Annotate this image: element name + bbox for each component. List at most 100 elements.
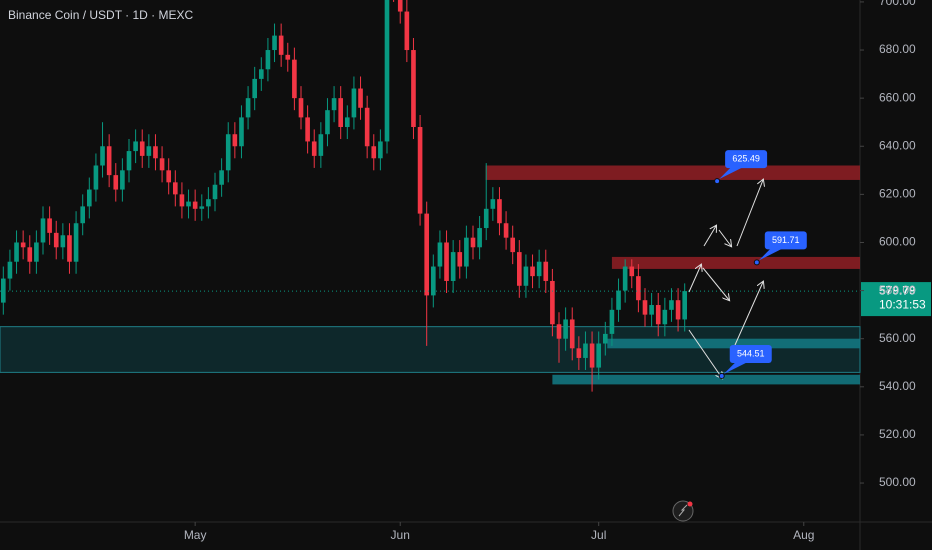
candle-body: [331, 98, 337, 111]
candle-body: [159, 158, 165, 171]
price-tag-value: 579.79: [879, 283, 916, 297]
candle-body: [583, 343, 588, 358]
candle-body: [179, 194, 185, 207]
candle-body: [477, 228, 482, 248]
candle-body: [34, 242, 39, 262]
candle-body: [232, 134, 238, 147]
candle-body: [172, 182, 178, 195]
callout-pointer: [719, 167, 744, 180]
candle-body: [602, 333, 608, 344]
candle-body: [371, 146, 377, 159]
candle-body: [556, 324, 562, 339]
candle-body: [14, 242, 19, 262]
arrow: [718, 229, 731, 246]
candle-body: [430, 266, 436, 296]
price-tag: [861, 282, 931, 317]
arrow: [688, 329, 722, 378]
candle-body: [523, 266, 529, 286]
y-tick-label: 620.00: [879, 187, 916, 201]
candle-body: [252, 78, 258, 99]
callout-label: 625.49: [732, 154, 760, 164]
candle-body: [470, 237, 476, 248]
candle-body: [351, 88, 357, 118]
y-tick-label: 660.00: [879, 90, 916, 104]
callout-label: 591.71: [772, 235, 800, 245]
candle-body: [27, 247, 33, 262]
candle-body: [7, 261, 13, 279]
candle-body: [272, 35, 277, 51]
candle-body: [47, 218, 52, 233]
candle-body: [550, 280, 555, 325]
candle-body: [662, 309, 668, 325]
candle-body: [655, 305, 661, 325]
candle-body: [483, 208, 489, 229]
y-tick-label: 600.00: [879, 235, 916, 249]
callout-pointer: [758, 248, 783, 261]
callout-pointer: [723, 361, 748, 374]
candle-body: [146, 146, 152, 156]
callout-dot: [714, 178, 721, 185]
candle-body: [100, 146, 105, 166]
arrow: [688, 265, 701, 293]
callout-box: [729, 344, 772, 363]
arrows: [688, 180, 763, 378]
candle-body: [358, 88, 363, 108]
candles: [0, 0, 688, 392]
candle-body: [596, 343, 602, 368]
chart-title: Binance Coin / USDT · 1D · MEXC: [8, 8, 194, 22]
candle-body: [450, 252, 456, 281]
candle-body: [67, 235, 72, 262]
candle-body: [338, 98, 344, 128]
zone: [0, 326, 861, 373]
candle-body: [629, 266, 635, 277]
x-tick-label: Aug: [793, 528, 814, 542]
candle-body: [404, 11, 410, 51]
candle-body: [589, 343, 595, 368]
candle-body: [192, 201, 198, 209]
y-tick-label: 680.00: [879, 42, 916, 56]
candle-body: [245, 98, 251, 118]
candle-body: [199, 206, 205, 209]
candle-body: [642, 300, 648, 315]
zone: [607, 338, 860, 349]
candle-body: [106, 146, 112, 176]
candle-body: [219, 170, 224, 185]
candle-body: [510, 237, 516, 253]
x-tick-label: Jun: [391, 528, 410, 542]
y-tick-label: 520.00: [879, 427, 916, 441]
zones: [0, 165, 861, 385]
callout-label: 544.51: [737, 348, 765, 358]
candle-body: [298, 98, 304, 118]
candle-body: [490, 199, 496, 209]
logo-bolt: [678, 504, 688, 517]
candle-body: [424, 213, 430, 296]
candle-body: [530, 266, 535, 277]
candle-body: [457, 252, 463, 267]
candle-body: [318, 134, 324, 156]
x-tick-label: May: [184, 528, 207, 542]
candle-body: [411, 50, 416, 128]
y-tick-label: 540.00: [879, 379, 916, 393]
candle-body: [292, 59, 297, 99]
zone: [485, 165, 860, 180]
candle-body: [444, 242, 449, 281]
y-tick-label: 500.00: [879, 475, 916, 489]
candle-body: [378, 141, 383, 159]
candle-body: [20, 242, 26, 248]
candle-body: [384, 0, 390, 142]
candle-body: [80, 206, 86, 224]
logo: [672, 500, 694, 522]
y-tick-label: 580.00: [879, 283, 916, 297]
candle-body: [133, 141, 138, 152]
candle-body: [311, 141, 317, 156]
candle-body: [649, 305, 654, 315]
zone: [552, 374, 860, 385]
candle-body: [40, 218, 46, 243]
candle-body: [166, 170, 172, 183]
candle-body: [73, 223, 79, 262]
price-tag-countdown: 10:31:53: [879, 297, 926, 311]
candle-body: [437, 242, 443, 267]
candle-body: [86, 189, 92, 207]
